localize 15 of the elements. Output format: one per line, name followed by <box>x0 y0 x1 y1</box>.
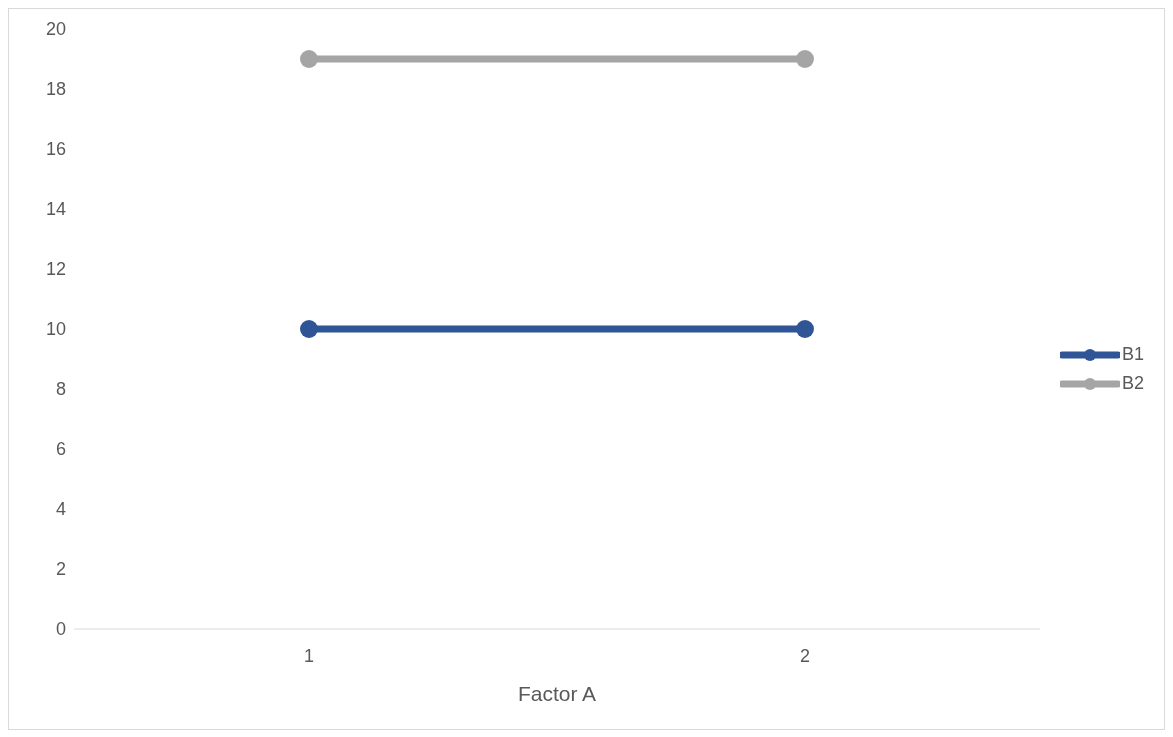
y-tick-label: 16 <box>45 139 66 160</box>
y-tick-label: 14 <box>45 199 66 220</box>
x-tick-label: 1 <box>303 645 315 666</box>
y-tick-label: 0 <box>55 619 66 640</box>
legend-label: B2 <box>1121 373 1144 394</box>
y-tick-label: 8 <box>55 379 66 400</box>
y-tick-label: 10 <box>45 319 66 340</box>
y-tick-label: 6 <box>55 439 66 460</box>
y-tick-label: 4 <box>55 499 66 520</box>
legend-label: B1 <box>1121 344 1144 365</box>
x-axis-title: Factor A <box>517 682 597 705</box>
y-tick-label: 18 <box>45 79 66 100</box>
y-tick-label: 12 <box>45 259 66 280</box>
y-tick-label: 2 <box>55 559 66 580</box>
y-tick-label: 20 <box>45 19 66 40</box>
